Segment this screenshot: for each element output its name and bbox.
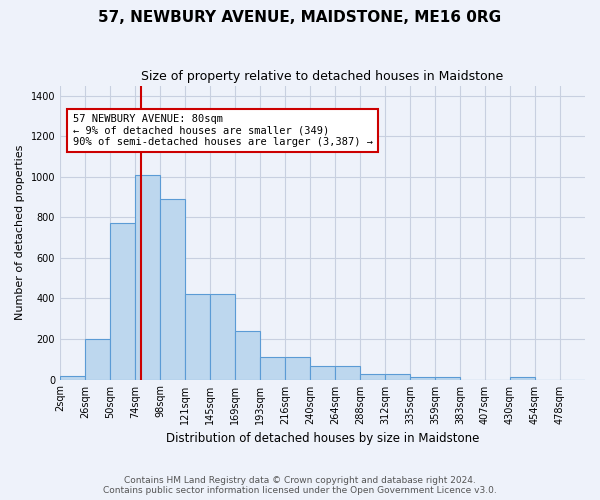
Text: 57, NEWBURY AVENUE, MAIDSTONE, ME16 0RG: 57, NEWBURY AVENUE, MAIDSTONE, ME16 0RG — [98, 10, 502, 25]
Bar — [85, 339, 110, 380]
Bar — [135, 175, 160, 380]
Text: 57 NEWBURY AVENUE: 80sqm
← 9% of detached houses are smaller (349)
90% of semi-d: 57 NEWBURY AVENUE: 80sqm ← 9% of detache… — [73, 114, 373, 147]
Text: Contains HM Land Registry data © Crown copyright and database right 2024.
Contai: Contains HM Land Registry data © Crown c… — [103, 476, 497, 495]
Bar — [260, 358, 285, 380]
Bar — [185, 294, 210, 380]
Bar — [110, 224, 135, 380]
Bar — [435, 376, 460, 380]
Bar — [310, 366, 335, 380]
Bar — [510, 376, 535, 380]
Title: Size of property relative to detached houses in Maidstone: Size of property relative to detached ho… — [142, 70, 503, 83]
Bar — [385, 374, 410, 380]
X-axis label: Distribution of detached houses by size in Maidstone: Distribution of detached houses by size … — [166, 432, 479, 445]
Bar — [60, 376, 85, 380]
Bar — [360, 374, 385, 380]
Y-axis label: Number of detached properties: Number of detached properties — [15, 145, 25, 320]
Bar — [335, 366, 360, 380]
Bar — [410, 376, 435, 380]
Bar — [160, 199, 185, 380]
Bar — [210, 294, 235, 380]
Bar — [285, 358, 310, 380]
Bar — [235, 331, 260, 380]
